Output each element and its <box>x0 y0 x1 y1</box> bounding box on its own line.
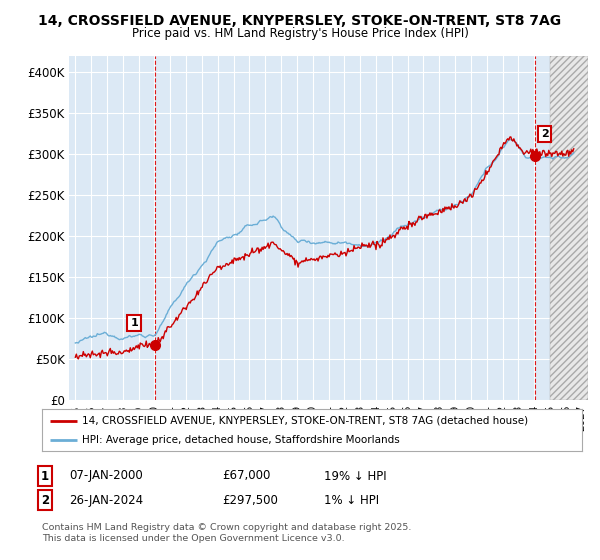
Text: 14, CROSSFIELD AVENUE, KNYPERSLEY, STOKE-ON-TRENT, ST8 7AG (detached house): 14, CROSSFIELD AVENUE, KNYPERSLEY, STOKE… <box>83 416 529 426</box>
Text: 14, CROSSFIELD AVENUE, KNYPERSLEY, STOKE-ON-TRENT, ST8 7AG: 14, CROSSFIELD AVENUE, KNYPERSLEY, STOKE… <box>38 14 562 28</box>
Text: 26-JAN-2024: 26-JAN-2024 <box>69 493 143 507</box>
Text: 1: 1 <box>130 318 138 328</box>
Text: £67,000: £67,000 <box>222 469 271 483</box>
Text: 19% ↓ HPI: 19% ↓ HPI <box>324 469 386 483</box>
Text: 07-JAN-2000: 07-JAN-2000 <box>69 469 143 483</box>
Text: 2: 2 <box>41 493 49 507</box>
Text: Price paid vs. HM Land Registry's House Price Index (HPI): Price paid vs. HM Land Registry's House … <box>131 27 469 40</box>
Text: Contains HM Land Registry data © Crown copyright and database right 2025.
This d: Contains HM Land Registry data © Crown c… <box>42 524 412 543</box>
Text: 2: 2 <box>541 129 548 139</box>
Text: HPI: Average price, detached house, Staffordshire Moorlands: HPI: Average price, detached house, Staf… <box>83 435 400 445</box>
Bar <box>550 56 588 400</box>
Text: £297,500: £297,500 <box>222 493 278 507</box>
Text: 1: 1 <box>41 469 49 483</box>
Text: 1% ↓ HPI: 1% ↓ HPI <box>324 493 379 507</box>
